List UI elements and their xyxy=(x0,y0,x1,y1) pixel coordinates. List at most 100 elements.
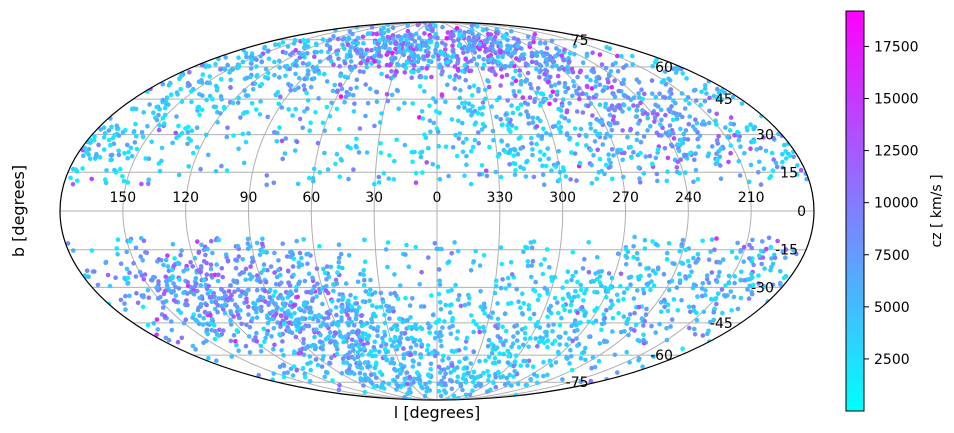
galaxy-point xyxy=(169,327,175,333)
galaxy-point xyxy=(206,355,211,361)
galaxy-point xyxy=(528,377,533,382)
galaxy-point xyxy=(767,175,772,181)
galaxy-point xyxy=(385,240,391,245)
galaxy-point xyxy=(422,132,427,137)
galaxy-point xyxy=(621,65,626,70)
galaxy-point xyxy=(726,273,732,279)
galaxy-point xyxy=(263,280,269,285)
galaxy-point xyxy=(192,255,198,261)
galaxy-point xyxy=(675,308,681,313)
galaxy-point xyxy=(199,242,204,248)
galaxy-point xyxy=(265,114,271,120)
galaxy-point xyxy=(179,130,185,136)
galaxy-point xyxy=(533,279,538,285)
galaxy-point xyxy=(307,310,313,315)
galaxy-point xyxy=(233,265,239,271)
galaxy-point xyxy=(750,237,755,243)
galaxy-point xyxy=(291,303,297,308)
galaxy-point xyxy=(362,389,368,395)
galaxy-point xyxy=(235,100,241,106)
galaxy-point xyxy=(493,284,499,289)
galaxy-point xyxy=(632,310,637,316)
galaxy-point xyxy=(445,59,450,65)
galaxy-point xyxy=(284,254,290,259)
galaxy-point xyxy=(702,98,708,104)
galaxy-point xyxy=(216,333,222,339)
galaxy-point xyxy=(185,129,191,135)
galaxy-point xyxy=(612,120,618,126)
galaxy-point xyxy=(327,114,333,119)
galaxy-point xyxy=(664,250,670,256)
galaxy-point xyxy=(474,62,480,67)
galaxy-point xyxy=(288,249,293,255)
galaxy-point xyxy=(317,59,323,64)
galaxy-point xyxy=(285,44,291,49)
galaxy-point xyxy=(746,296,752,301)
longitude-tick-label: 210 xyxy=(738,190,765,206)
galaxy-point xyxy=(321,266,326,272)
galaxy-point xyxy=(667,78,673,83)
galaxy-point xyxy=(549,168,554,173)
galaxy-point xyxy=(305,98,311,103)
galaxy-point xyxy=(748,146,753,151)
galaxy-point xyxy=(513,93,518,99)
galaxy-point xyxy=(188,260,193,265)
x-axis-label: l [degrees] xyxy=(394,403,480,422)
galaxy-point xyxy=(525,70,531,76)
galaxy-point xyxy=(416,56,422,61)
galaxy-point xyxy=(559,315,564,321)
galaxy-point xyxy=(481,324,486,330)
galaxy-point xyxy=(462,105,467,110)
galaxy-point xyxy=(561,57,566,63)
galaxy-point xyxy=(680,71,685,76)
galaxy-point xyxy=(586,319,591,325)
galaxy-point xyxy=(603,65,609,71)
galaxy-point xyxy=(493,374,498,380)
galaxy-point xyxy=(173,284,178,290)
galaxy-point xyxy=(162,313,168,319)
galaxy-point xyxy=(520,95,526,100)
galaxy-point xyxy=(650,161,655,167)
galaxy-point xyxy=(345,312,350,318)
galaxy-point xyxy=(377,349,382,355)
galaxy-point xyxy=(171,263,176,269)
galaxy-point xyxy=(338,94,344,99)
galaxy-point xyxy=(376,174,382,180)
galaxy-point xyxy=(112,132,117,138)
galaxy-point xyxy=(364,47,370,53)
galaxy-point xyxy=(228,77,233,83)
galaxy-point xyxy=(312,343,318,348)
galaxy-point xyxy=(620,109,625,114)
galaxy-point xyxy=(143,156,148,161)
galaxy-point xyxy=(337,174,343,180)
galaxy-point xyxy=(751,125,757,131)
galaxy-point xyxy=(526,303,532,308)
galaxy-point xyxy=(244,322,249,328)
galaxy-point xyxy=(106,128,112,133)
galaxy-point xyxy=(362,259,368,265)
galaxy-point xyxy=(649,78,655,83)
galaxy-point xyxy=(783,149,788,154)
galaxy-point xyxy=(438,51,444,56)
galaxy-point xyxy=(365,336,371,341)
galaxy-point xyxy=(172,256,177,261)
galaxy-point xyxy=(181,269,186,274)
galaxy-point xyxy=(204,327,210,333)
galaxy-point xyxy=(401,346,406,351)
galaxy-point xyxy=(588,147,593,153)
galaxy-point xyxy=(354,136,359,142)
galaxy-point xyxy=(308,367,314,373)
galaxy-point xyxy=(354,301,360,306)
galaxy-point xyxy=(641,171,647,176)
galaxy-point xyxy=(526,121,532,126)
galaxy-point xyxy=(403,252,408,257)
galaxy-point xyxy=(394,137,400,143)
galaxy-point xyxy=(481,253,487,258)
galaxy-point xyxy=(625,134,630,140)
galaxy-point xyxy=(361,283,367,288)
galaxy-point xyxy=(507,64,513,69)
galaxy-point xyxy=(133,134,139,139)
galaxy-point xyxy=(422,89,427,94)
galaxy-point xyxy=(749,245,754,251)
galaxy-point xyxy=(482,305,488,310)
